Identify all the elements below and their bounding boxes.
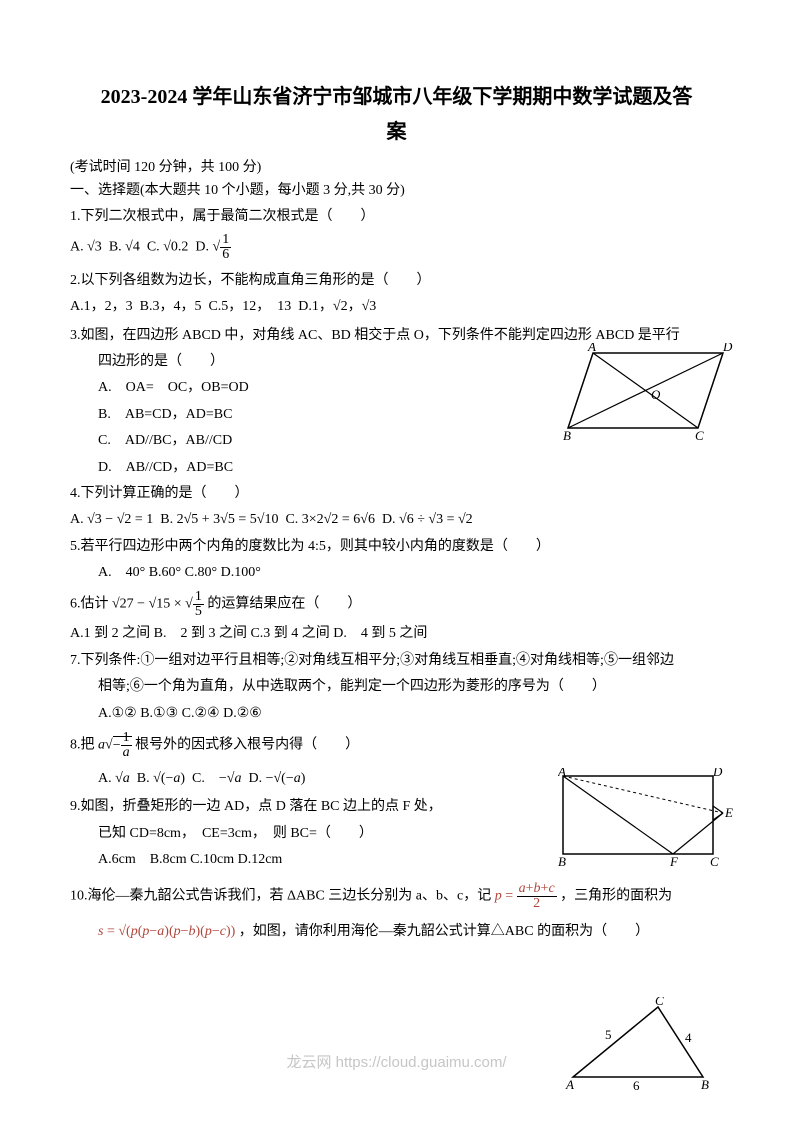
q3-block: 3.如图，在四边形 ABCD 中，对角线 AC、BD 相交于点 O，下列条件不能… [70, 325, 723, 479]
label-a: A [587, 343, 596, 354]
q8-text: 8.把 a√−1a 根号外的因式移入根号内得（ ） [70, 731, 723, 760]
q10-text-b: s = √(p(p−a)(p−b)(p−c)) ，如图，请你利用海伦—秦九韶公式… [70, 921, 723, 943]
q5-text: 5.若平行四边形中两个内角的度数比为 4:5，则其中较小内角的度数是（ ） [70, 536, 723, 558]
label-b: B [563, 428, 571, 443]
exam-info: (考试时间 120 分钟，共 100 分) [70, 156, 723, 176]
q4-text: 4.下列计算正确的是（ ） [70, 483, 723, 505]
q6-options: A.1 到 2 之间 B. 2 到 3 之间 C.3 到 4 之间 D. 4 到… [70, 623, 723, 645]
q10-tail: ，三角形的面积为 [560, 888, 672, 903]
q10-lead: 10.海伦—秦九韶公式告诉我们，若 ΔABC 三边长分别为 a、b、c，记 [70, 888, 495, 903]
label-b: B [701, 1077, 709, 1092]
side-6: 6 [633, 1078, 640, 1092]
label-d: D [712, 768, 723, 779]
label-e: E [724, 805, 733, 820]
title-line-1: 2023-2024 学年山东省济宁市邹城市八年级下学期期中数学试题及答 [70, 80, 723, 109]
rectangle-fold-icon: A D B C F E [558, 768, 733, 868]
q4-options: A. √3 − √2 = 1 B. 2√5 + 3√5 = 5√10 C. 3×… [70, 509, 723, 531]
exam-page: 2023-2024 学年山东省济宁市邹城市八年级下学期期中数学试题及答 案 (考… [0, 0, 793, 1122]
label-c: C [655, 997, 664, 1008]
parallelogram-icon: A D B C O [563, 343, 733, 443]
q5-options: A. 40° B.60° C.80° D.100° [70, 562, 723, 584]
watermark-text: 龙云网 https://cloud.guaimu.com/ [0, 1051, 793, 1072]
q1-text: 1.下列二次根式中，属于最简二次根式是（ ） [70, 206, 723, 228]
label-a: A [565, 1077, 574, 1092]
q7-options: A.①② B.①③ C.②④ D.②⑥ [70, 703, 723, 725]
q7-text: 7.下列条件:①一组对边平行且相等;②对角线互相平分;③对角线互相垂直;④对角线… [70, 650, 723, 672]
q7-text-b: 相等;⑥一个角为直角，从中选取两个，能判定一个四边形为菱形的序号为（ ） [70, 676, 723, 698]
section-1-header: 一、选择题(本大题共 10 个小题，每小题 3 分,共 30 分) [70, 180, 723, 202]
q2-text: 2.以下列各组数为边长，不能构成直角三角形的是（ ） [70, 270, 723, 292]
side-5: 5 [605, 1027, 612, 1042]
q3-figure: A D B C O [563, 343, 733, 443]
label-a: A [558, 768, 566, 779]
title-line-2: 案 [70, 115, 723, 144]
q9-figure: A D B C F E [558, 768, 733, 868]
q3-opt-d: D. AB//CD，AD=BC [70, 457, 723, 479]
label-b: B [558, 854, 566, 868]
label-c: C [710, 854, 719, 868]
q1-options: A. √3 B. √4 C. √0.2 D. √16 [70, 233, 723, 262]
side-4: 4 [685, 1030, 692, 1045]
q6-text: 6.估计 √27 − √15 × √15 的运算结果应在（ ） [70, 590, 723, 619]
q8-q9-block: A. √a B. √(−a) C. −√a D. −√(−a) 9.如图，折叠矩… [70, 768, 723, 872]
label-o: O [651, 387, 661, 402]
label-d: D [722, 343, 733, 354]
label-f: F [669, 854, 679, 868]
q10-figure: A B C 5 4 6 [563, 997, 723, 1092]
q10-text: 10.海伦—秦九韶公式告诉我们，若 ΔABC 三边长分别为 a、b、c，记 p … [70, 882, 723, 911]
q2-options: A.1，2，3 B.3，4，5 C.5，12， 13 D.1，√2，√3 [70, 296, 723, 318]
label-c: C [695, 428, 704, 443]
triangle-icon: A B C 5 4 6 [563, 997, 723, 1092]
